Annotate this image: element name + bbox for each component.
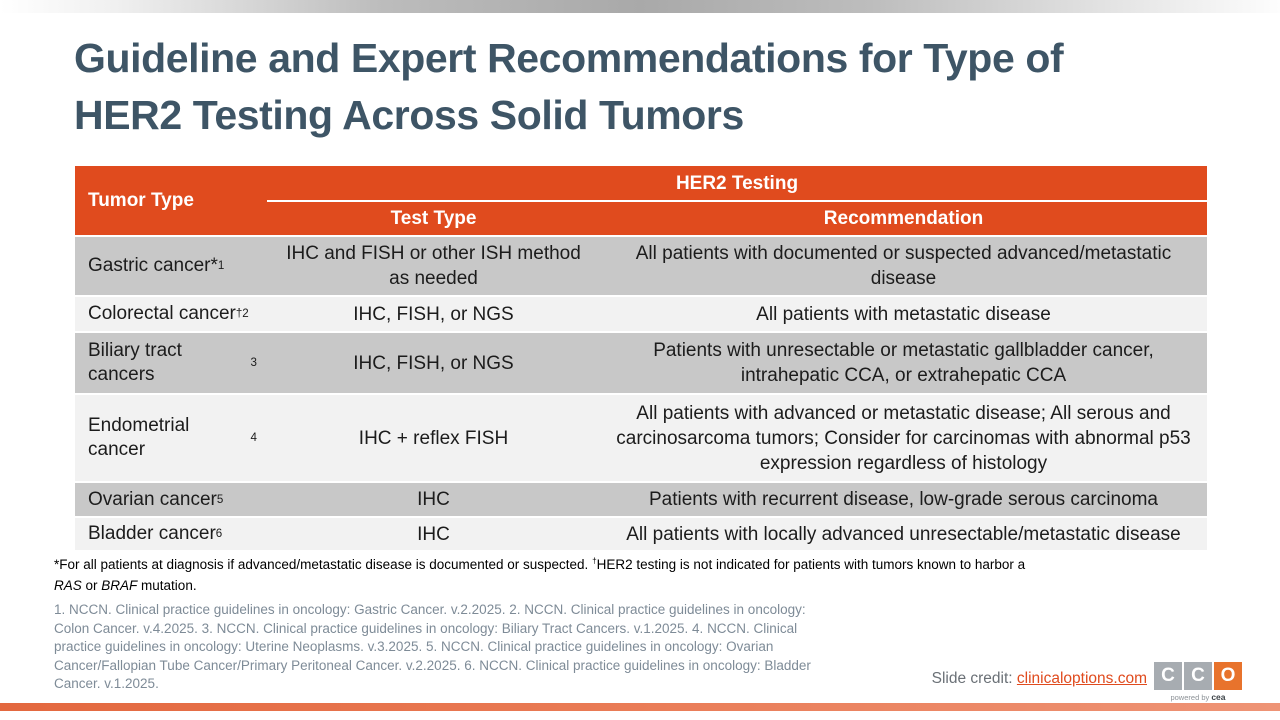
- tumor-name: Gastric cancer*: [88, 255, 218, 276]
- recommendation-cell-ovarian: Patients with recurrent disease, low-gra…: [600, 483, 1207, 516]
- tumor-name: Biliary tract cancers: [88, 340, 182, 385]
- cco-logo: C C O powered by cea: [1154, 662, 1242, 702]
- test-type-cell-endometrial: IHC + reflex FISH: [267, 395, 600, 481]
- top-gradient-bar: [0, 0, 1280, 13]
- column-group-header-her2-testing: HER2 Testing: [267, 166, 1207, 200]
- tumor-type-cell-gastric: Gastric cancer* 1: [75, 237, 267, 295]
- footnote-line-2: RAS or BRAF mutation.: [54, 575, 1204, 596]
- test-type-cell-bladder: IHC: [267, 518, 600, 550]
- footnote-text: or: [81, 578, 102, 593]
- recommendation-cell-biliary: Patients with unresectable or metastatic…: [600, 333, 1207, 393]
- column-header-test-type: Test Type: [267, 202, 600, 235]
- gene-ras: RAS: [54, 578, 82, 593]
- powered-by-brand: cea: [1211, 692, 1226, 702]
- tumor-type-cell-colorectal: Colorectal cancer †2: [75, 297, 267, 331]
- logo-tile-c2: C: [1184, 662, 1212, 690]
- recommendation-cell-endometrial: All patients with advanced or metastatic…: [600, 395, 1207, 481]
- slide-title: Guideline and Expert Recommendations for…: [74, 30, 1204, 144]
- logo-tile-o: O: [1214, 662, 1242, 690]
- column-header-recommendation: Recommendation: [600, 202, 1207, 235]
- powered-by-prefix: powered by: [1170, 693, 1212, 702]
- reference-line: 1. NCCN. Clinical practice guidelines in…: [54, 602, 806, 617]
- footnote-text: *For all patients at diagnosis if advanc…: [54, 557, 593, 572]
- footnote: *For all patients at diagnosis if advanc…: [54, 554, 1204, 596]
- logo-tile-c1: C: [1154, 662, 1182, 690]
- cco-logo-tiles: C C O: [1154, 662, 1242, 690]
- tumor-name: Endometrial cancer: [88, 415, 190, 460]
- reference-line: Cancer. v.1.2025.: [54, 676, 159, 692]
- powered-by-text: powered by cea: [1154, 692, 1242, 702]
- footnote-text: HER2 testing is not indicated for patien…: [596, 557, 1026, 572]
- test-type-cell-colorectal: IHC, FISH, or NGS: [267, 297, 600, 331]
- footnote-text: mutation.: [137, 578, 197, 593]
- footnote-line-1: *For all patients at diagnosis if advanc…: [54, 554, 1204, 575]
- references: 1. NCCN. Clinical practice guidelines in…: [54, 601, 934, 694]
- title-line-1: Guideline and Expert Recommendations for…: [74, 35, 1064, 81]
- recommendation-cell-gastric: All patients with documented or suspecte…: [600, 237, 1207, 295]
- tumor-type-cell-biliary: Biliary tract cancers 3: [75, 333, 267, 393]
- dagger-marker: †: [592, 556, 597, 566]
- slide-credit-label: Slide credit:: [931, 670, 1017, 687]
- her2-testing-table: Tumor Type HER2 Testing Test Type Recomm…: [75, 166, 1207, 550]
- test-type-cell-gastric: IHC and FISH or other ISH method as need…: [267, 237, 600, 295]
- title-line-2: HER2 Testing Across Solid Tumors: [74, 92, 744, 138]
- reference-line: Cancer/Fallopian Tube Cancer/Primary Per…: [54, 657, 811, 673]
- reference-line: practice guidelines in oncology: Uterine…: [54, 639, 774, 655]
- test-type-cell-ovarian: IHC: [267, 483, 600, 516]
- tumor-type-cell-ovarian: Ovarian cancer 5: [75, 483, 267, 516]
- slide-credit: Slide credit: clinicaloptions.com: [932, 670, 1147, 688]
- column-header-tumor-type: Tumor Type: [75, 166, 267, 235]
- test-type-cell-biliary: IHC, FISH, or NGS: [267, 333, 600, 393]
- bottom-accent-bar: [0, 703, 1280, 711]
- tumor-type-cell-bladder: Bladder cancer 6: [75, 518, 267, 550]
- tumor-name: Bladder cancer: [88, 523, 216, 544]
- tumor-name: Ovarian cancer: [88, 488, 217, 510]
- reference-line: Colon Cancer. v.4.2025. 3. NCCN. Clinica…: [54, 620, 798, 636]
- tumor-type-cell-endometrial: Endometrial cancer 4: [75, 395, 267, 481]
- slide-credit-link[interactable]: clinicaloptions.com: [1016, 670, 1147, 687]
- recommendation-cell-bladder: All patients with locally advanced unres…: [600, 518, 1207, 550]
- recommendation-cell-colorectal: All patients with metastatic disease: [600, 297, 1207, 331]
- tumor-name: Colorectal cancer: [88, 303, 236, 324]
- gene-braf: BRAF: [101, 578, 138, 593]
